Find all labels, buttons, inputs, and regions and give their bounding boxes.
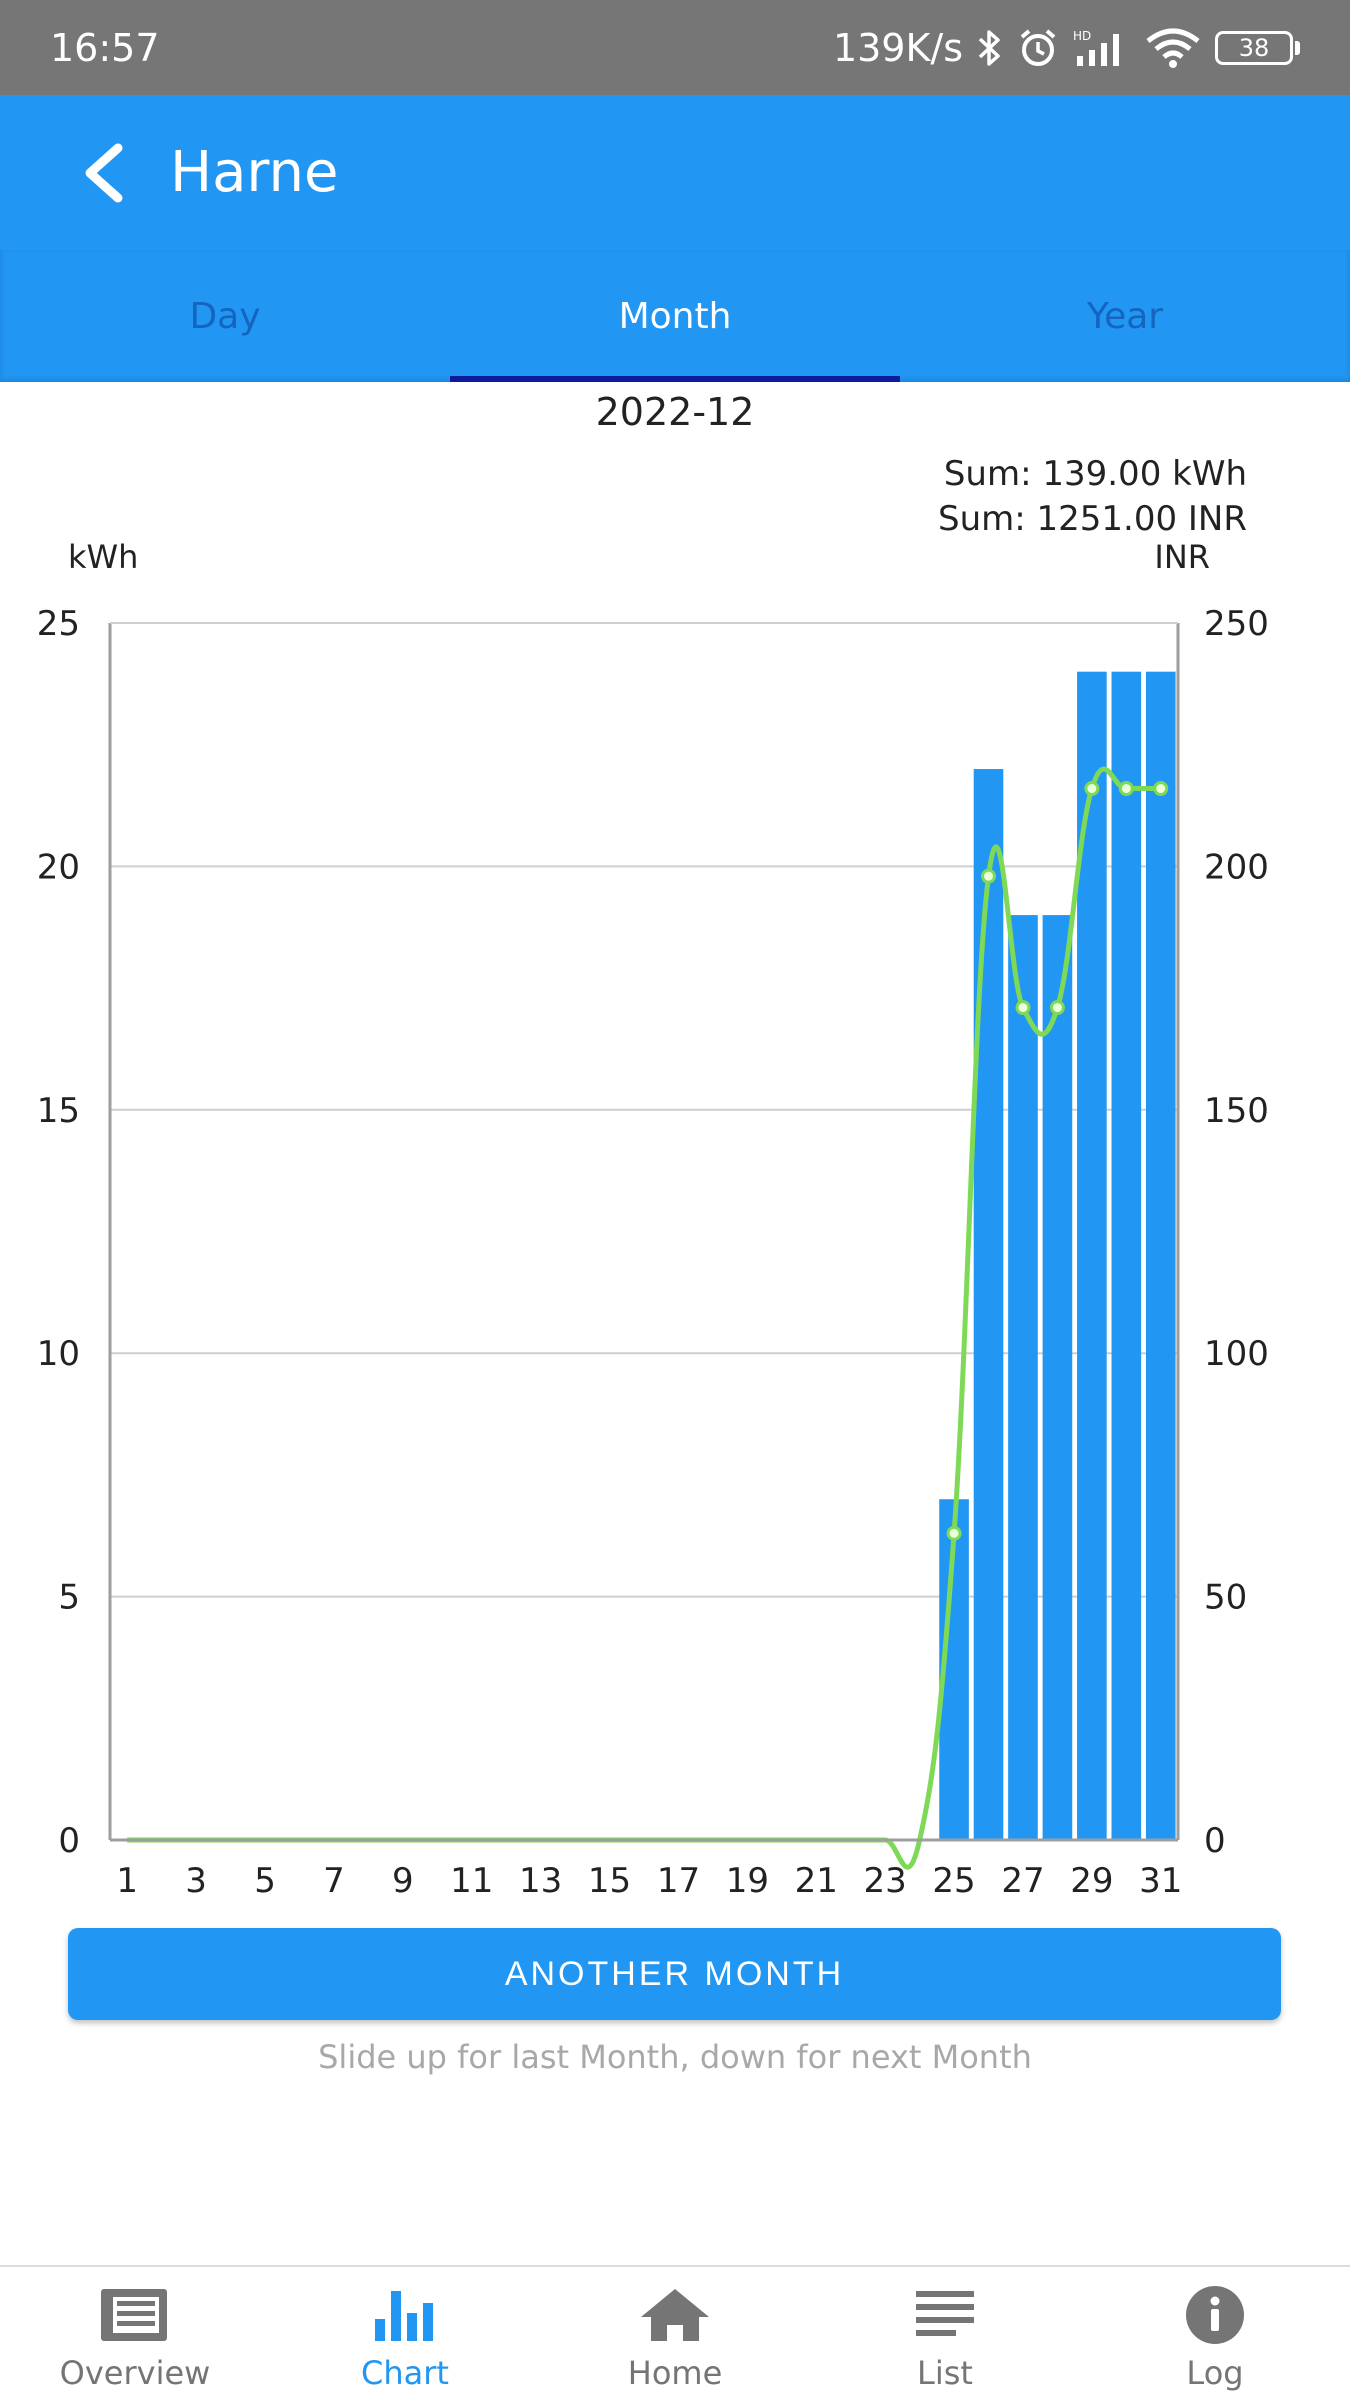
period-tabs: Day Month Year	[0, 250, 1350, 382]
right-tick-label: 0	[1204, 1821, 1226, 1861]
left-tick-label: 25	[37, 604, 80, 644]
x-tick-label: 29	[1070, 1861, 1113, 1901]
right-tick-label: 150	[1204, 1091, 1269, 1131]
nav-overview[interactable]: Overview	[0, 2267, 270, 2400]
alarm-icon	[1017, 27, 1059, 69]
status-time: 16:57	[50, 25, 160, 70]
period-label: 2022-12	[595, 390, 755, 434]
right-tick-label: 250	[1204, 604, 1269, 644]
bottom-nav: Overview Chart Home List Log	[0, 2265, 1350, 2400]
right-tick-label: 200	[1204, 847, 1269, 887]
bar-day-28	[1042, 915, 1073, 1840]
sum-summary: Sum: 139.00 kWh Sum: 1251.00 INR	[938, 452, 1247, 542]
right-tick-label: 100	[1204, 1334, 1269, 1374]
inr-point-day-28	[1049, 1000, 1065, 1016]
inr-point-day-27	[1015, 1000, 1031, 1016]
status-icons: 139K/s HD 38	[833, 26, 1300, 70]
bar-day-27	[1008, 915, 1038, 1840]
x-tick-label: 19	[726, 1861, 769, 1901]
nav-list[interactable]: List	[810, 2267, 1080, 2400]
app-bar: Harne	[0, 95, 1350, 250]
list-icon	[914, 2280, 976, 2350]
bluetooth-icon	[977, 28, 1003, 68]
overview-icon	[99, 2280, 171, 2350]
bar-day-30	[1111, 671, 1142, 1841]
page-title: Harne	[170, 140, 339, 205]
x-tick-label: 15	[588, 1861, 631, 1901]
wifi-icon	[1145, 27, 1201, 69]
x-tick-label: 21	[795, 1861, 838, 1901]
sum-kwh: Sum: 139.00 kWh	[943, 454, 1247, 494]
energy-chart[interactable]: kWh INR 0 5 10 15 20 25 0 50 100 150 200 250 1 3 5 7 9 11 13…	[0, 540, 1350, 1920]
nav-log[interactable]: Log	[1080, 2267, 1350, 2400]
net-speed: 139K/s	[832, 25, 963, 70]
inr-point-day-25	[946, 1525, 962, 1541]
x-tick-label: 11	[450, 1861, 493, 1901]
x-tick-label: 13	[519, 1861, 562, 1901]
x-tick-label: 25	[932, 1861, 975, 1901]
x-tick-label: 1	[116, 1861, 138, 1901]
x-tick-label: 17	[657, 1861, 700, 1901]
nav-overview-label: Overview	[59, 2354, 211, 2392]
hd-label: HD	[1073, 29, 1091, 43]
nav-chart-label: Chart	[361, 2354, 449, 2392]
info-icon	[1184, 2280, 1246, 2350]
nav-log-label: Log	[1186, 2354, 1244, 2392]
sum-inr: Sum: 1251.00 INR	[937, 499, 1247, 539]
inr-point-day-26	[981, 868, 997, 884]
another-month-button[interactable]: ANOTHER MONTH	[68, 1928, 1281, 2020]
bar-day-29	[1077, 671, 1107, 1841]
inr-point-day-31	[1153, 781, 1169, 797]
bar-day-26	[973, 769, 1004, 1840]
chart-icon	[373, 2280, 437, 2350]
inr-point-day-30	[1118, 781, 1134, 797]
left-axis-title: kWh	[68, 540, 138, 576]
x-tick-label: 3	[185, 1861, 207, 1901]
x-tick-label: 31	[1139, 1861, 1182, 1901]
left-tick-label: 10	[37, 1334, 80, 1374]
right-axis-title: INR	[1154, 540, 1210, 576]
home-icon	[639, 2280, 711, 2350]
back-button[interactable]	[40, 95, 170, 250]
status-bar: 16:57 139K/s HD 38	[0, 0, 1350, 95]
tab-year[interactable]: Year	[1086, 295, 1164, 337]
nav-chart[interactable]: Chart	[270, 2267, 540, 2400]
inr-point-day-29	[1084, 781, 1100, 797]
left-tick-label: 5	[58, 1578, 80, 1618]
x-tick-label: 27	[1001, 1861, 1044, 1901]
left-tick-label: 15	[37, 1091, 80, 1131]
signal-icon: HD	[1073, 28, 1131, 68]
battery-icon: 38	[1215, 30, 1300, 65]
tab-day[interactable]: Day	[189, 295, 261, 337]
nav-home-label: Home	[627, 2354, 723, 2392]
x-tick-label: 9	[392, 1861, 414, 1901]
x-tick-label: 23	[864, 1861, 907, 1901]
swipe-hint: Slide up for last Month, down for next M…	[318, 2038, 1032, 2076]
tab-month[interactable]: Month	[450, 250, 900, 382]
back-arrow-icon	[85, 143, 123, 202]
right-tick-label: 50	[1204, 1578, 1247, 1618]
inr-line	[127, 766, 1161, 1870]
bar-day-31	[1145, 671, 1176, 1841]
nav-list-label: List	[917, 2354, 973, 2392]
x-tick-label: 5	[254, 1861, 276, 1901]
left-tick-label: 20	[37, 847, 80, 887]
nav-home[interactable]: Home	[540, 2267, 810, 2400]
left-tick-label: 0	[58, 1821, 80, 1861]
x-tick-label: 7	[323, 1861, 345, 1901]
battery-level: 38	[1215, 30, 1293, 65]
